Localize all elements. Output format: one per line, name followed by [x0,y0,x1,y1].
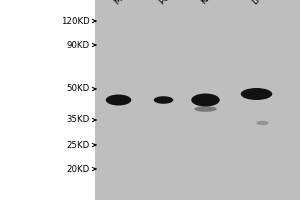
Ellipse shape [106,95,131,106]
Text: Liver: Liver [250,0,272,6]
FancyBboxPatch shape [94,0,300,200]
Text: Kidney: Kidney [199,0,226,6]
Ellipse shape [191,94,220,106]
Text: MCF-7: MCF-7 [112,0,138,6]
Text: 35KD: 35KD [67,116,90,124]
Ellipse shape [256,121,268,125]
Ellipse shape [194,106,217,112]
Ellipse shape [154,96,173,104]
Text: 90KD: 90KD [67,40,90,49]
Text: 50KD: 50KD [67,84,90,93]
Ellipse shape [241,88,272,100]
Text: 25KD: 25KD [67,140,90,149]
Text: 20KD: 20KD [67,164,90,173]
Text: PC3: PC3 [157,0,175,6]
Text: 120KD: 120KD [61,17,90,25]
